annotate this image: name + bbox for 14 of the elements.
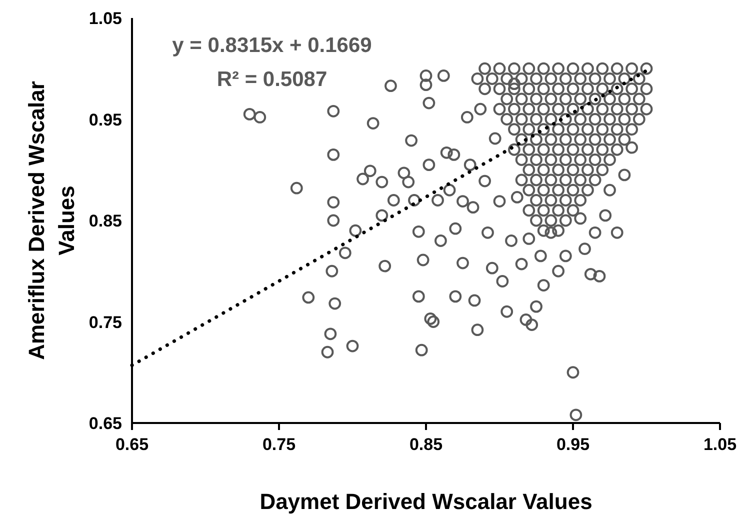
annotation: y = 0.8315x + 0.1669 bbox=[172, 34, 372, 57]
y-axis-title: Ameriflux Derived Wscalar Values bbox=[24, 80, 79, 360]
annotation: R² = 0.5087 bbox=[216, 68, 328, 91]
x-tick-label: 0.75 bbox=[262, 435, 296, 454]
x-tick-label: 0.85 bbox=[409, 435, 443, 454]
x-tick-label: 0.95 bbox=[556, 435, 590, 454]
x-axis-title: Daymet Derived Wscalar Values bbox=[260, 489, 592, 514]
y-tick-label: 0.65 bbox=[88, 414, 122, 433]
x-tick-label: 1.05 bbox=[703, 435, 737, 454]
x-tick-label: 0.65 bbox=[115, 435, 149, 454]
y-tick-label: 1.05 bbox=[88, 9, 122, 28]
y-tick-label: 0.95 bbox=[88, 110, 122, 130]
y-tick-label: 0.75 bbox=[88, 312, 122, 332]
y-tick-label: 0.85 bbox=[88, 212, 122, 230]
